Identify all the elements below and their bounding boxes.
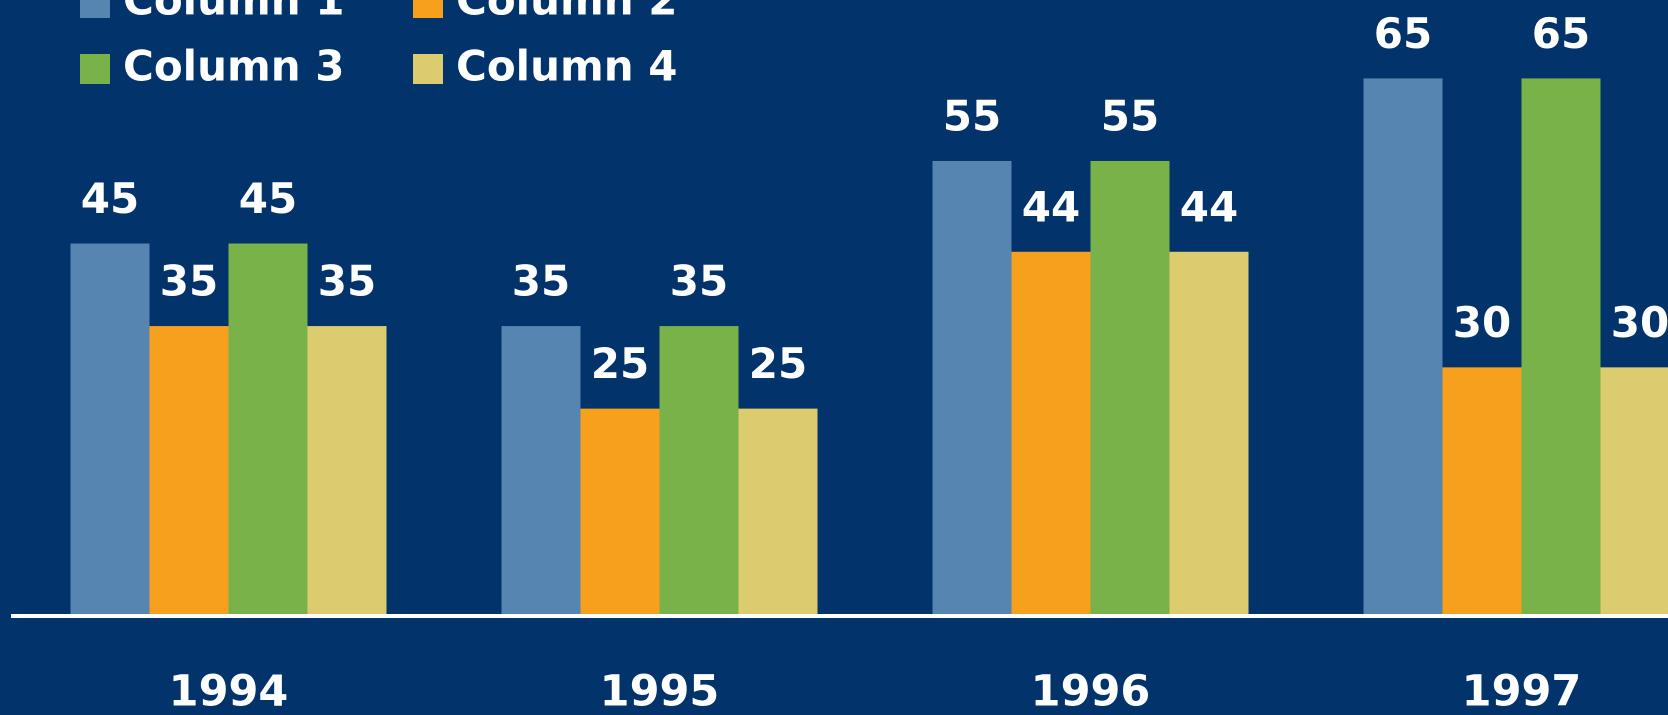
- legend-label: Column 2: [456, 0, 677, 25]
- data-label: 65: [1374, 9, 1432, 58]
- bar: [149, 326, 229, 615]
- bar: [1600, 367, 1668, 615]
- data-label: 30: [1611, 298, 1668, 347]
- legend-swatch: [80, 54, 110, 84]
- x-tick-label: 1996: [1031, 667, 1151, 715]
- legend-swatch: [413, 54, 443, 84]
- data-label: 35: [512, 257, 570, 306]
- data-label: 35: [160, 257, 218, 306]
- data-label: 30: [1453, 298, 1511, 347]
- legend-label: Column 4: [456, 42, 677, 91]
- data-label: 35: [670, 257, 728, 306]
- data-label: 55: [1101, 91, 1159, 140]
- bar: [1090, 160, 1170, 616]
- bar: [307, 326, 387, 615]
- bar: [932, 160, 1012, 616]
- bar: [1442, 367, 1522, 615]
- legend: Column 1 Column 2 Column 3 Column 4: [80, 0, 677, 91]
- x-tick-label: 1995: [600, 667, 720, 715]
- bar: [1521, 78, 1601, 615]
- x-tick-label: 1994: [169, 667, 289, 715]
- data-label: 44: [1180, 182, 1238, 231]
- bar: [1363, 78, 1443, 615]
- bar: [659, 326, 739, 615]
- data-label: 35: [318, 257, 376, 306]
- legend-swatch: [413, 0, 443, 18]
- bar: [228, 243, 308, 615]
- legend-label: Column 3: [123, 42, 344, 91]
- bar: [501, 326, 581, 615]
- bar: [70, 243, 150, 615]
- data-label: 45: [239, 174, 297, 223]
- bar: [580, 408, 660, 615]
- legend-label: Column 1: [123, 0, 344, 25]
- data-label: 25: [749, 339, 807, 388]
- x-tick-label: 1997: [1462, 667, 1582, 715]
- bar: [738, 408, 818, 615]
- bar: [1011, 251, 1091, 616]
- data-label: 55: [943, 91, 1001, 140]
- data-label: 65: [1532, 9, 1590, 58]
- data-label: 25: [591, 339, 649, 388]
- bar: [1169, 251, 1249, 616]
- plot-area: 1994 45 35 45 35 1995 35 25 35 25 1996 55 44 55 44 1997…: [70, 9, 1668, 715]
- data-label: 44: [1022, 182, 1080, 231]
- legend-swatch: [80, 0, 110, 18]
- data-label: 45: [81, 174, 139, 223]
